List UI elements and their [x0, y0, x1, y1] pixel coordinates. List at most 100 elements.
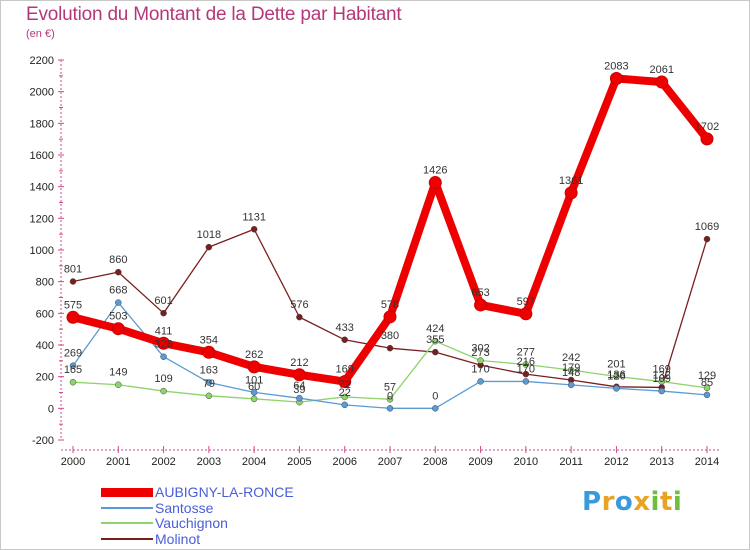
data-point-aubigny-la-ronce: [655, 75, 669, 89]
data-label-aubigny-la-ronce: 411: [155, 325, 173, 337]
data-point-aubigny-la-ronce: [700, 132, 714, 146]
data-label-vauchignon: 39: [293, 384, 305, 396]
data-point-vauchignon: [477, 357, 484, 364]
legend-label-vauchignon: Vauchignon: [155, 515, 228, 531]
x-tick-label: 2010: [514, 456, 538, 468]
data-point-vauchignon: [567, 366, 575, 374]
x-tick-label: 2001: [106, 456, 130, 468]
data-point-vauchignon: [250, 395, 258, 403]
data-label-santosse: 148: [562, 367, 580, 379]
y-tick-label: -200: [32, 435, 54, 447]
data-label-molinot: 355: [426, 334, 444, 346]
data-label-vauchignon: 57: [384, 381, 396, 393]
data-point-santosse: [250, 389, 258, 396]
data-label-aubigny-la-ronce: 575: [64, 299, 82, 311]
data-label-aubigny-la-ronce: 503: [109, 311, 127, 323]
logo-letter: r: [601, 487, 615, 517]
logo-letter: i: [650, 487, 660, 517]
x-tick-label: 2014: [695, 456, 719, 468]
data-label-santosse: 326: [154, 339, 172, 351]
x-tick-label: 2007: [378, 456, 402, 468]
data-point-aubigny-la-ronce: [202, 345, 216, 359]
y-tick-label: 0: [48, 403, 54, 415]
legend-swatch-aubigny: [101, 488, 153, 497]
data-point-santosse: [296, 394, 303, 402]
data-point-aubigny-la-ronce: [292, 368, 306, 382]
y-tick-label: 1800: [30, 118, 54, 130]
data-point-santosse: [703, 391, 711, 399]
data-label-aubigny-la-ronce: 2083: [604, 61, 628, 73]
y-tick-label: 1400: [30, 182, 54, 194]
data-point-molinot: [250, 226, 258, 233]
data-point-santosse: [613, 385, 620, 392]
data-point-aubigny-la-ronce: [428, 176, 442, 190]
data-point-molinot: [69, 278, 77, 285]
data-point-molinot: [522, 370, 530, 378]
data-label-molinot: 1131: [242, 211, 266, 223]
data-label-santosse: 22: [339, 387, 351, 399]
data-label-molinot: 380: [381, 330, 399, 342]
data-label-molinot: 136: [607, 369, 625, 381]
data-label-vauchignon: 201: [607, 359, 625, 371]
x-tick-label: 2008: [423, 456, 447, 468]
data-label-santosse: 0: [432, 390, 438, 402]
data-point-vauchignon: [69, 378, 77, 386]
data-point-molinot: [386, 344, 394, 352]
data-point-molinot: [341, 336, 348, 344]
data-label-santosse: 64: [293, 380, 305, 392]
data-point-santosse: [522, 378, 530, 385]
data-point-molinot: [296, 313, 303, 321]
data-point-vauchignon: [160, 387, 167, 395]
data-label-santosse: 269: [64, 348, 82, 360]
data-point-molinot: [432, 348, 439, 356]
data-point-vauchignon: [205, 392, 213, 400]
data-label-aubigny-la-ronce: 212: [290, 357, 308, 369]
data-point-vauchignon: [703, 384, 711, 392]
data-label-vauchignon: 302: [471, 343, 489, 355]
data-point-santosse: [567, 381, 575, 389]
data-point-aubigny-la-ronce: [66, 310, 80, 324]
data-point-aubigny-la-ronce: [383, 310, 397, 324]
data-point-santosse: [160, 353, 167, 360]
data-label-vauchignon: 165: [64, 364, 82, 376]
y-tick-label: 200: [36, 372, 54, 384]
data-label-santosse: 109: [653, 373, 671, 385]
data-label-aubigny-la-ronce: 1361: [559, 175, 583, 187]
chart-title: Evolution du Montant de la Dette par Hab…: [26, 4, 402, 25]
data-label-santosse: 126: [607, 370, 625, 382]
data-point-santosse: [205, 379, 213, 386]
data-label-molinot: 273: [471, 347, 489, 359]
data-point-santosse: [341, 401, 348, 409]
chart-subtitle: (en €): [26, 28, 55, 40]
legend-label-molinot: Molinot: [155, 530, 201, 547]
data-label-aubigny-la-ronce: 262: [245, 349, 263, 361]
data-point-molinot: [703, 235, 711, 243]
data-point-molinot: [160, 309, 167, 317]
data-label-vauchignon: 149: [109, 367, 127, 379]
data-label-santosse: 170: [517, 363, 535, 375]
data-point-aubigny-la-ronce: [157, 336, 171, 350]
x-tick-label: 2013: [649, 456, 673, 468]
data-point-aubigny-la-ronce: [609, 72, 623, 86]
logo-letter: P: [582, 487, 602, 517]
y-tick-label: 400: [36, 340, 54, 352]
y-tick-label: 2000: [30, 87, 54, 99]
data-point-vauchignon: [115, 381, 122, 388]
legend-swatch-molinot: [101, 537, 153, 540]
data-point-aubigny-la-ronce: [474, 298, 488, 312]
data-point-aubigny-la-ronce: [111, 322, 125, 336]
x-tick-label: 2011: [559, 456, 583, 468]
data-label-vauchignon: 72: [339, 379, 351, 391]
proxiti-logo: Proxiti: [582, 487, 682, 517]
x-tick-label: 2002: [151, 456, 175, 468]
data-point-santosse: [432, 405, 439, 412]
x-tick-label: 2004: [242, 456, 266, 468]
y-tick-label: 800: [36, 277, 54, 289]
data-label-molinot: 801: [64, 264, 82, 276]
data-label-santosse: 170: [471, 363, 489, 375]
logo-letter: x: [633, 487, 651, 517]
data-label-aubigny-la-ronce: 1702: [695, 121, 719, 133]
data-label-aubigny-la-ronce: 597: [517, 296, 535, 308]
